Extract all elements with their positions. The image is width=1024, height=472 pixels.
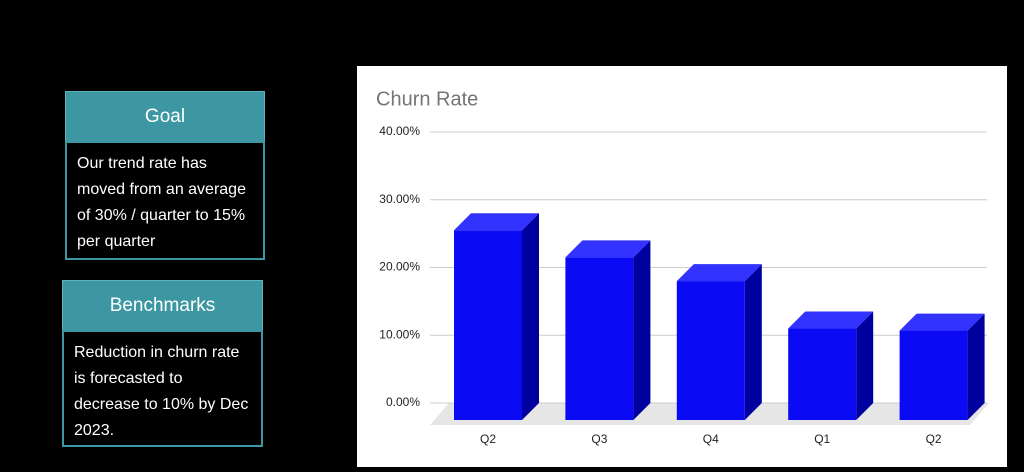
bar-side: [856, 311, 874, 420]
x-tick-label: Q2: [926, 432, 942, 446]
panel-title: Benchmarks: [62, 280, 263, 331]
panel-title: Goal: [65, 91, 265, 142]
chart: Churn Rate 0.00% 10.00% 20.00% 30.00% 40.00%…: [357, 66, 1007, 467]
bar: [454, 230, 522, 420]
chart-title: Churn Rate: [376, 88, 478, 110]
bar-top: [899, 313, 985, 331]
x-tick-label: Q3: [591, 432, 607, 446]
bar: [788, 328, 857, 420]
y-tick-label: 40.00%: [379, 124, 420, 138]
bar-top: [788, 311, 874, 329]
y-tick-label: 0.00%: [386, 395, 420, 409]
x-tick-label: Q1: [814, 432, 830, 446]
panel-text: Reduction in churn rate is forecasted to…: [62, 330, 263, 447]
bar-top: [676, 264, 762, 282]
bar-side: [744, 264, 762, 420]
y-tick-label: 20.00%: [379, 260, 420, 274]
y-tick-label: 30.00%: [379, 192, 420, 206]
x-tick-label: Q2: [480, 432, 496, 446]
bar: [899, 330, 968, 420]
bar-top: [565, 240, 651, 258]
bar-side: [522, 213, 539, 420]
bar: [676, 281, 745, 420]
bar-side: [967, 313, 985, 420]
panel-text: Our trend rate has moved from an average…: [65, 141, 265, 260]
bar-side: [633, 240, 651, 420]
x-tick-label: Q4: [703, 432, 719, 446]
bar-top: [454, 213, 539, 231]
bar: [565, 257, 634, 420]
y-tick-label: 10.00%: [379, 327, 420, 341]
